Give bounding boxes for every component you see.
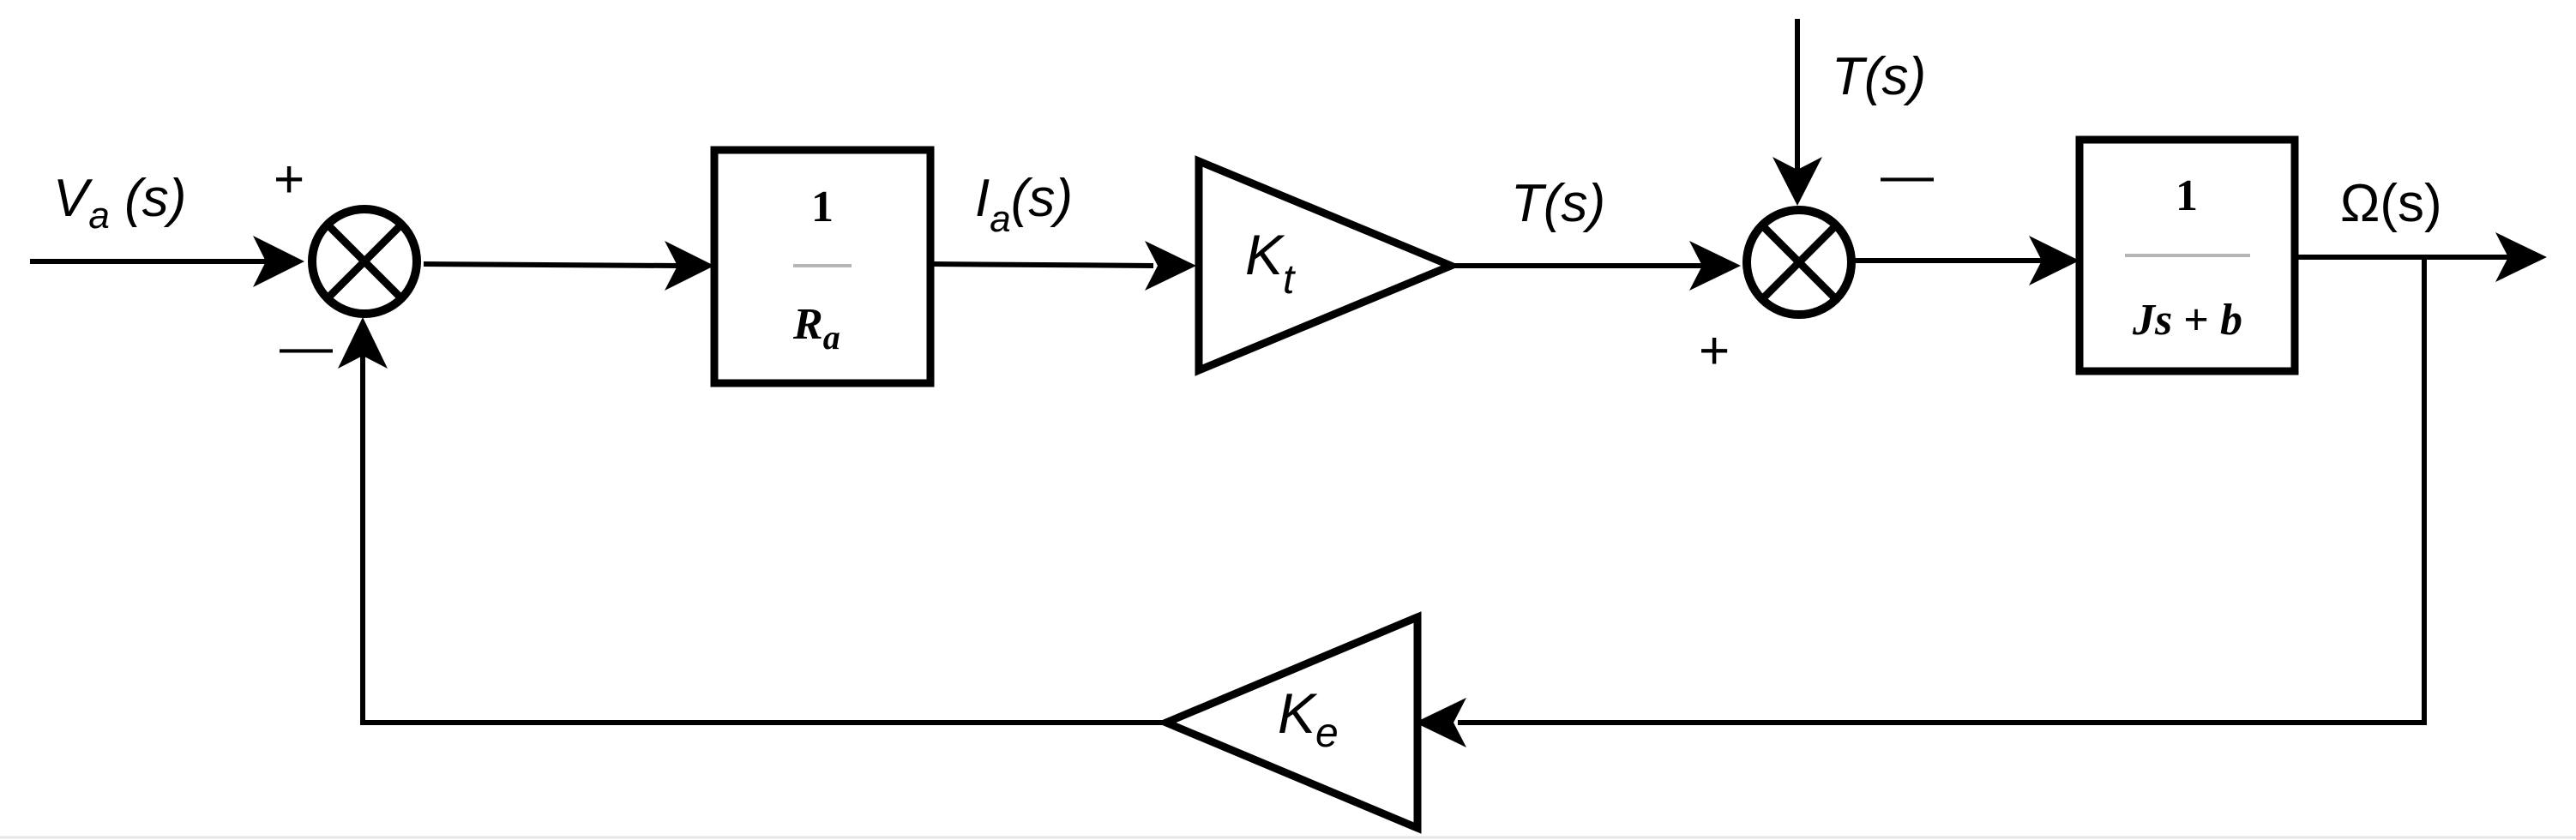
torque-label: T(s) <box>1511 174 1605 233</box>
signal-labels: Va (s) Ia(s) T(s) T(s) Ω(s) <box>53 47 2442 240</box>
arrow-disturbance-down <box>1773 157 1822 206</box>
arrowheads <box>253 157 2547 747</box>
arrow-into-sum1-feedback <box>338 317 388 369</box>
torque-gain-triangle <box>1195 155 1461 376</box>
wire-sum1-to-resistance <box>423 261 678 268</box>
wire-feedback-return <box>360 356 1166 725</box>
emf-gain-block: Ke <box>1156 611 1422 834</box>
torque-gain-block: Kt <box>1195 155 1461 376</box>
summing-junction-2-plus-sign: + <box>1699 321 1730 381</box>
summing-junction-2-cross-b <box>1759 222 1839 303</box>
summing-junction-1-plus-sign: + <box>274 150 304 209</box>
summing-junction-1-minus-sign: — <box>280 317 333 376</box>
summing-junction-2-minus-sign: — <box>1881 146 1934 205</box>
emf-gain-label: Ke <box>1278 681 1339 756</box>
arrow-into-resistance <box>665 241 714 291</box>
torque-gain-label: Kt <box>1245 223 1296 303</box>
arrow-into-torque-gain <box>1145 241 1196 291</box>
summing-junction-2: — + <box>1699 146 1934 381</box>
armature-current-label: Ia(s) <box>975 169 1073 240</box>
summing-junction-1: + — <box>274 150 421 376</box>
angular-velocity-label: Ω(s) <box>2340 174 2442 233</box>
disturbance-torque-label: T(s) <box>1832 47 1926 106</box>
wire-feedback-path <box>1458 257 2427 725</box>
resistance-block-denominator: Ra <box>792 300 840 357</box>
resistance-block-numerator: 1 <box>811 183 834 231</box>
summing-junction-1-cross-b <box>324 221 405 302</box>
arrow-into-sum1 <box>253 236 304 287</box>
arrow-into-mechanical <box>2029 236 2079 285</box>
mechanical-block-numerator: 1 <box>2176 171 2198 220</box>
mechanical-block: 1 Js + b <box>2075 135 2299 375</box>
arrow-into-sum2 <box>1689 241 1741 291</box>
resistance-block: 1 Ra <box>710 146 935 387</box>
mechanical-block-denominator: Js + b <box>2132 296 2242 345</box>
emf-gain-triangle <box>1156 611 1422 834</box>
arrow-into-emf-gain <box>1415 698 1466 747</box>
arrow-output <box>2495 232 2547 282</box>
input-voltage-label: Va (s) <box>53 169 186 237</box>
wire-resistance-to-torque-gain <box>930 261 1154 268</box>
signal-wires <box>30 19 2508 725</box>
